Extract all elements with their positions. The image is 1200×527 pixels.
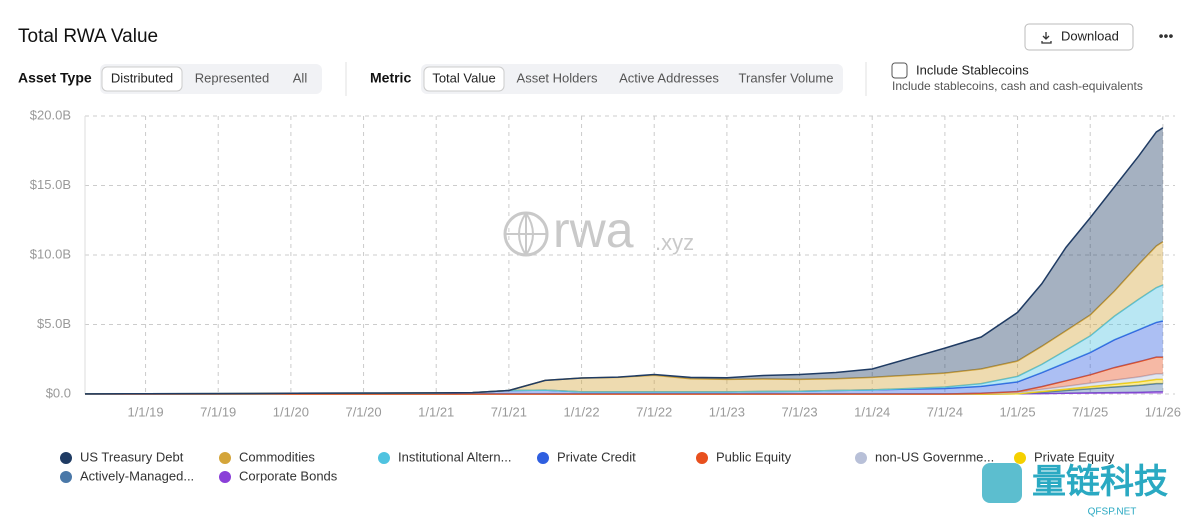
x-tick-label: 1/1/19 bbox=[127, 404, 163, 419]
watermark-suffix: .xyz bbox=[655, 230, 694, 255]
area bbox=[85, 241, 1163, 394]
selected-option[interactable] bbox=[423, 66, 505, 92]
x-tick-label: 7/1/25 bbox=[1072, 404, 1108, 419]
download-button[interactable]: Download bbox=[1024, 23, 1134, 51]
legend-swatch bbox=[60, 471, 72, 483]
y-tick-label: $5.0B bbox=[37, 316, 71, 331]
legend-swatch bbox=[60, 452, 72, 464]
x-tick-label: 7/1/23 bbox=[781, 404, 817, 419]
legend-label: Private Credit bbox=[557, 449, 636, 464]
corner-watermark: 量链科技 QFSP.NET bbox=[982, 463, 1168, 518]
option[interactable]: Total Value bbox=[432, 70, 495, 85]
metric-label: Metric bbox=[370, 70, 411, 86]
x-tick-label: 1/1/21 bbox=[418, 404, 454, 419]
legend-swatch bbox=[696, 452, 708, 464]
option[interactable]: Represented bbox=[195, 70, 269, 85]
title: Total RWA Value bbox=[18, 26, 158, 47]
watermark-text: rwa bbox=[553, 202, 634, 258]
watermark-globe-lines bbox=[505, 212, 547, 256]
area-line bbox=[85, 356, 1163, 395]
selected-option[interactable] bbox=[101, 66, 183, 92]
x-tick-label: 1/1/20 bbox=[273, 404, 309, 419]
option[interactable]: All bbox=[293, 70, 308, 85]
option[interactable]: Active Addresses bbox=[619, 70, 719, 85]
x-tick-label: 1/1/24 bbox=[854, 404, 890, 419]
x-tick-label: 1/1/25 bbox=[999, 404, 1035, 419]
corner-text: 量链科技 bbox=[1032, 463, 1168, 501]
legend-swatch bbox=[1014, 452, 1026, 464]
x-tick-label: 7/1/24 bbox=[927, 404, 963, 419]
corner-logo bbox=[982, 463, 1022, 503]
corner-sub: QFSP.NET bbox=[1088, 507, 1137, 518]
area-line bbox=[84, 127, 1164, 395]
y-tick-label: $20.0B bbox=[30, 107, 71, 122]
x-tick-label: 7/1/20 bbox=[345, 404, 381, 419]
legend-label: Commodities bbox=[239, 449, 315, 464]
legend-swatch bbox=[537, 452, 549, 464]
area bbox=[85, 127, 1163, 394]
x-tick-label: 1/1/23 bbox=[709, 404, 745, 419]
legend-swatch bbox=[219, 471, 231, 483]
legend-label: Institutional Altern... bbox=[398, 449, 511, 464]
watermark: rwa .xyz bbox=[503, 202, 694, 258]
download-icon bbox=[1041, 32, 1052, 44]
legend-swatch bbox=[378, 452, 390, 464]
legend-swatch bbox=[219, 452, 231, 464]
x-tick-label: 1/1/26 bbox=[1145, 404, 1181, 419]
x-tick-label: 7/1/21 bbox=[491, 404, 527, 419]
legend-label: US Treasury Debt bbox=[80, 449, 184, 464]
x-tick-label: 1/1/22 bbox=[563, 404, 599, 419]
legend-swatch bbox=[855, 452, 867, 464]
legend-label: Private Equity bbox=[1034, 449, 1115, 464]
checkbox-description: Include stablecoins, cash and cash-equiv… bbox=[892, 79, 1143, 93]
plot: $0.0 $5.0B $10.0B $15.0B $20.0B 1/1/19 7/1/19 1… bbox=[30, 107, 1181, 419]
legend-label: Actively-Managed... bbox=[80, 468, 194, 483]
option[interactable]: Distributed bbox=[111, 70, 173, 85]
x-tick-label: 7/1/19 bbox=[200, 404, 236, 419]
y-tick-label: $0.0 bbox=[46, 385, 71, 400]
legend-label: non-US Governme... bbox=[875, 449, 994, 464]
checkbox-label[interactable]: Include Stablecoins bbox=[916, 62, 1029, 77]
area bbox=[85, 383, 1163, 394]
button-frame[interactable] bbox=[1024, 23, 1134, 51]
y-tick-label: $15.0B bbox=[30, 177, 71, 192]
checkbox[interactable] bbox=[891, 62, 908, 79]
x-tick-label: 7/1/22 bbox=[636, 404, 672, 419]
download-label[interactable]: Download bbox=[1061, 28, 1119, 43]
menu[interactable]: ••• bbox=[1159, 28, 1174, 44]
legend-label: Corporate Bonds bbox=[239, 468, 338, 483]
y-tick-label: $10.0B bbox=[30, 246, 71, 261]
option[interactable]: Transfer Volume bbox=[739, 70, 834, 85]
legend-label: Public Equity bbox=[716, 449, 792, 464]
option[interactable]: Asset Holders bbox=[517, 70, 598, 85]
asset-type-label: Asset Type bbox=[18, 70, 92, 86]
metric-group bbox=[421, 64, 843, 94]
